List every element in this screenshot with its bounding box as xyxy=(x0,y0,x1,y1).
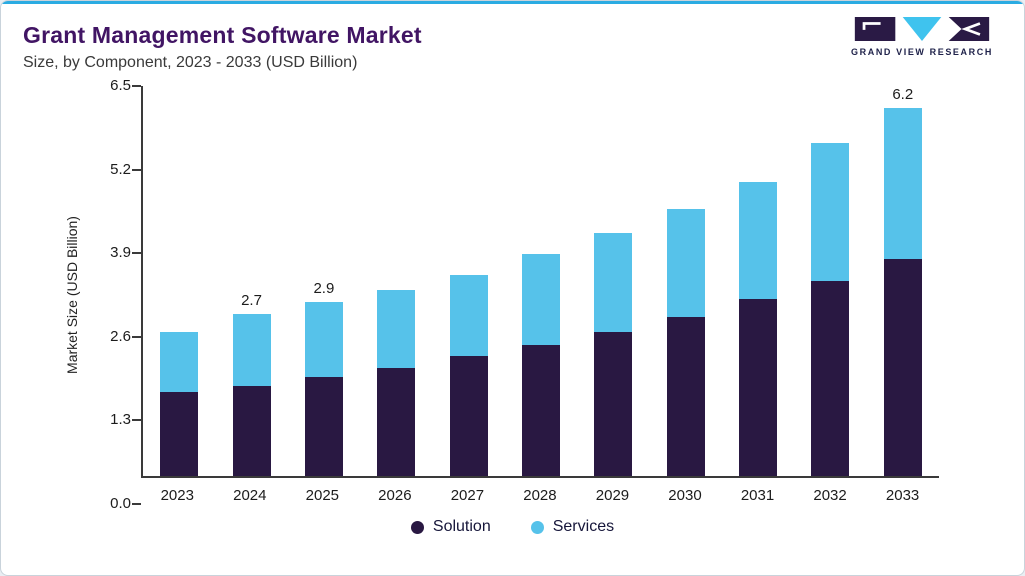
bar-segment-solution-2028 xyxy=(521,345,560,476)
x-axis-labels: 2023 2024 2025 2026 2027 2028 2029 2030 2031 2032… xyxy=(141,487,939,504)
page-subtitle: Size, by Component, 2023 - 2033 (USD Bil… xyxy=(23,54,358,71)
bar-segment-services-2033 xyxy=(883,108,922,260)
legend-item-solution: Solution xyxy=(410,518,491,536)
bar-group-2023 xyxy=(143,86,215,476)
bar-segment-services-2029 xyxy=(594,233,633,332)
x-axis-label-2024: 2024 xyxy=(233,487,267,504)
grand-view-research-logo: GRAND VIEW RESEARCH xyxy=(848,14,996,57)
legend-label-solution: Solution xyxy=(432,518,491,535)
bar-group-2027 xyxy=(432,86,504,476)
bar-segment-services-2026 xyxy=(377,290,416,368)
bar-group-2032 xyxy=(794,86,866,476)
x-axis-label-2026: 2026 xyxy=(378,487,412,504)
y-axis-title: Market Size (USD Billion) xyxy=(64,216,80,374)
chart-header: Grant Management Software Market Size, b… xyxy=(1,4,1024,72)
bar-segment-solution-2026 xyxy=(377,368,416,476)
bar-value-label-2024: 2.7 xyxy=(241,292,262,309)
bar-segment-services-2027 xyxy=(449,275,488,356)
y-axis-title-column: Market Size (USD Billion) xyxy=(59,86,85,504)
bar-group-2028 xyxy=(505,86,577,476)
top-accent-bar xyxy=(1,1,1024,4)
bar-segment-solution-2030 xyxy=(666,317,705,476)
legend: Solution Services xyxy=(1,518,1024,536)
bar-segment-solution-2032 xyxy=(811,281,850,476)
bar-segment-services-2031 xyxy=(739,182,778,299)
x-axis-label-2031: 2031 xyxy=(740,487,775,504)
y-axis: 2.7 2.9 6.2 2023 2024 2025 2026 2027 2028 2029 20… xyxy=(110,77,939,512)
x-axis-label-2033: 2033 xyxy=(885,487,920,504)
x-axis-label-2025: 2025 xyxy=(305,487,340,504)
y-tick-mark-2.6 xyxy=(132,335,141,338)
bar-segment-services-2025 xyxy=(304,302,343,377)
y-tick-label-6.5: 6.5 xyxy=(110,77,131,94)
x-axis-label-2032: 2032 xyxy=(813,487,847,504)
chart-area: Market Size (USD Billion) 2.7 2.9 6.2 2023… xyxy=(59,77,939,512)
bar-segment-services-2024 xyxy=(232,314,271,386)
x-axis-label-2029: 2029 xyxy=(595,487,630,504)
legend-dot-solution xyxy=(410,520,424,534)
bar-segment-solution-2025 xyxy=(304,377,343,476)
bar-group-2025: 2.9 xyxy=(288,86,360,476)
legend-dot-services xyxy=(530,520,544,534)
legend-label-services: Services xyxy=(552,518,615,535)
x-axis-label-2027: 2027 xyxy=(450,487,485,504)
logo-text: GRAND VIEW RESEARCH xyxy=(851,47,993,57)
y-tick-label-3.9: 3.9 xyxy=(110,244,131,262)
bar-group-2033: 6.2 xyxy=(867,86,939,476)
y-tick-label-2.6: 2.6 xyxy=(110,327,131,345)
bar-segment-solution-2031 xyxy=(739,299,778,476)
bar-segment-services-2032 xyxy=(811,143,850,281)
bar-segment-solution-2033 xyxy=(883,259,922,476)
y-tick-mark-5.2 xyxy=(132,168,141,171)
y-tick-mark-6.5 xyxy=(132,85,141,87)
legend-item-services: Services xyxy=(530,518,615,536)
bar-segment-solution-2029 xyxy=(594,332,633,476)
y-tick-mark-3.9 xyxy=(132,252,141,255)
bar-value-label-2033: 6.2 xyxy=(892,86,914,103)
bar-group-2031 xyxy=(722,86,794,476)
x-axis-label-2023: 2023 xyxy=(160,487,194,504)
y-tick-label-1.3: 1.3 xyxy=(110,411,131,429)
bar-group-2029 xyxy=(577,86,649,476)
bar-segment-solution-2023 xyxy=(160,392,199,476)
logo-shapes-icon xyxy=(854,17,990,41)
y-tick-mark-0.0 xyxy=(132,503,141,505)
y-tick-label-0.0: 0.0 xyxy=(110,495,131,512)
y-tick-label-5.2: 5.2 xyxy=(110,160,131,178)
page-title: Grant Management Software Market xyxy=(23,22,422,48)
bar-value-label-2025: 2.9 xyxy=(313,280,335,297)
bar-segment-services-2030 xyxy=(666,209,705,317)
bar-segment-services-2028 xyxy=(521,254,560,346)
bar-group-2024: 2.7 xyxy=(215,86,287,476)
bar-group-2030 xyxy=(650,86,722,476)
bar-segment-services-2023 xyxy=(160,332,199,392)
y-tick-mark-1.3 xyxy=(132,419,141,422)
bar-group-2026 xyxy=(360,86,432,476)
x-axis-label-2028: 2028 xyxy=(523,487,557,504)
x-axis-label-2030: 2030 xyxy=(668,487,702,504)
bar-segment-solution-2027 xyxy=(449,356,488,476)
plot-area: 2.7 2.9 6.2 xyxy=(141,86,939,478)
bar-segment-solution-2024 xyxy=(232,386,271,476)
